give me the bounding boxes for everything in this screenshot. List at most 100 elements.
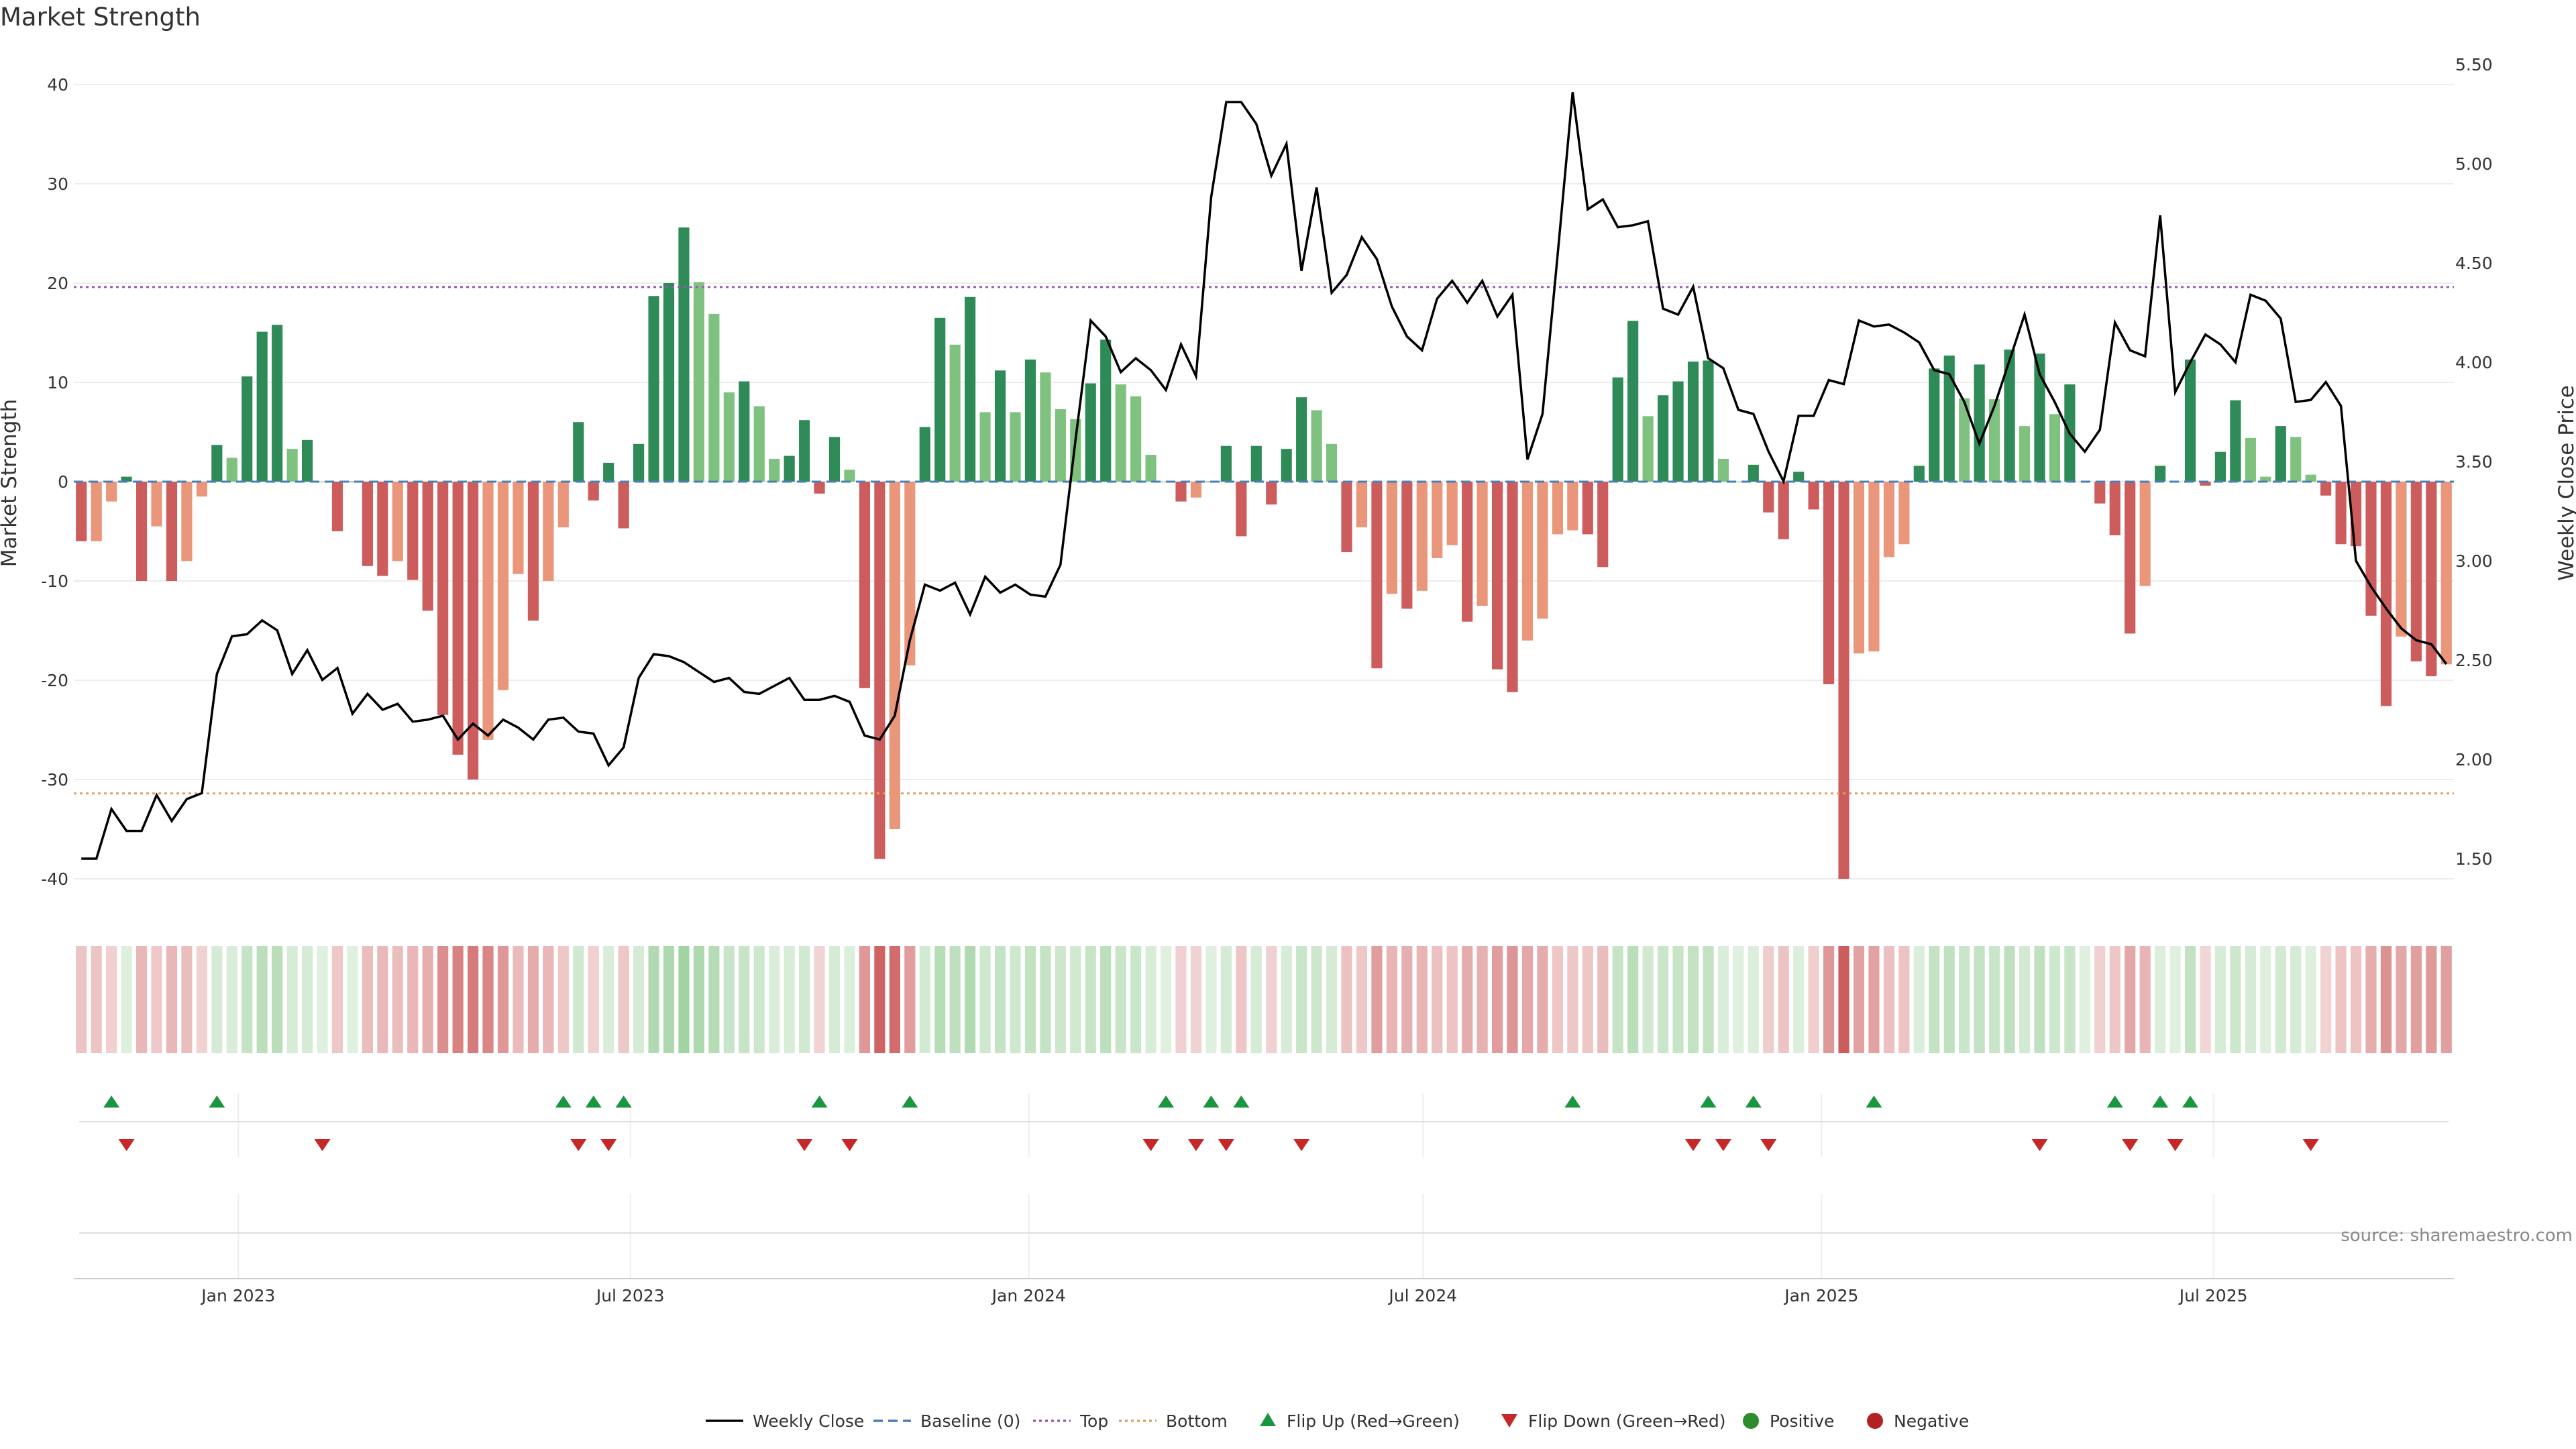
heatmap-cell <box>1356 946 1368 1053</box>
heatmap-cell <box>557 946 569 1053</box>
heatmap-cell <box>482 946 494 1053</box>
strength-bar <box>678 227 690 482</box>
strength-bar <box>527 482 539 621</box>
y-tick-label: 10 <box>47 373 68 392</box>
strength-bar <box>814 482 825 494</box>
strength-bar <box>2260 476 2271 482</box>
heatmap-cell <box>2019 946 2031 1053</box>
strength-bar <box>844 470 855 482</box>
heatmap-cell <box>1296 946 1307 1053</box>
heatmap-cell <box>392 946 403 1053</box>
heatmap-cell <box>1898 946 1910 1053</box>
y2-tick-label: 3.50 <box>2455 452 2493 472</box>
heatmap-cell <box>1446 946 1458 1053</box>
strength-bar <box>1567 482 1578 531</box>
strength-bar <box>362 482 373 566</box>
strength-bar <box>1236 482 1247 537</box>
heatmap-cell <box>1552 946 1563 1053</box>
strength-bar <box>1943 356 1955 482</box>
legend-label: Positive <box>1770 1411 1834 1431</box>
heatmap-cell <box>1959 946 1970 1053</box>
strength-bar <box>2230 400 2241 482</box>
reference-lines <box>74 286 2454 795</box>
strength-bar <box>889 482 900 829</box>
heatmap-cell <box>1612 946 1623 1053</box>
heatmap-cell <box>994 946 1006 1053</box>
flip-down-marker <box>841 1139 858 1151</box>
heatmap-cell <box>2335 946 2347 1053</box>
strength-bar <box>1175 482 1187 502</box>
heatmap-cell <box>2230 946 2241 1053</box>
strength-bar <box>769 458 780 482</box>
heatmap-cell <box>2139 946 2151 1053</box>
weekly-close-line <box>81 92 2448 860</box>
heatmap-cell <box>949 946 961 1053</box>
strength-bar <box>286 449 298 482</box>
heatmap-cell <box>2440 946 2452 1053</box>
strength-bar <box>1672 381 1684 482</box>
heatmap-cell <box>1432 946 1443 1053</box>
strength-bar <box>723 392 735 482</box>
strength-bar <box>422 482 433 611</box>
heatmap-cell <box>1943 946 1955 1053</box>
heatmap-cell <box>1763 946 1774 1053</box>
legend-label: Bottom <box>1166 1411 1228 1431</box>
strength-bar <box>1341 482 1352 553</box>
flip-down-marker <box>1218 1139 1234 1151</box>
strength-bar <box>799 420 810 482</box>
heatmap-cell <box>2125 946 2136 1053</box>
strength-bar <box>1100 339 1112 482</box>
strength-bar <box>2049 414 2061 482</box>
strength-bar <box>603 462 614 482</box>
y-tick-label: 0 <box>58 472 68 492</box>
heatmap-cell <box>1040 946 1051 1053</box>
strength-bar <box>1989 399 2000 482</box>
heatmap-cell <box>1250 946 1262 1053</box>
heatmap-cell <box>1266 946 1277 1053</box>
flip-down-marker <box>1760 1139 1777 1151</box>
heatmap-cell <box>317 946 328 1053</box>
heatmap-cell <box>1597 946 1609 1053</box>
heatmap-cell <box>1748 946 1759 1053</box>
flip-up-marker <box>2152 1095 2169 1108</box>
heatmap-cell <box>769 946 780 1053</box>
heatmap-cell <box>1808 946 1819 1053</box>
grid-lines <box>74 84 2454 1279</box>
strength-bar <box>919 427 930 482</box>
heatmap-cell <box>1070 946 1081 1053</box>
heatmap-cell <box>2320 946 2332 1053</box>
heatmap-cell <box>272 946 283 1053</box>
flip-up-marker <box>902 1095 918 1108</box>
strength-bar <box>1281 449 1292 482</box>
flip-down-marker <box>1715 1139 1731 1151</box>
heatmap-cell <box>2064 946 2076 1053</box>
flip-up-marker <box>103 1095 120 1108</box>
strength-bar <box>2380 482 2392 706</box>
strength-bar <box>1326 443 1338 482</box>
strength-bar <box>513 482 524 574</box>
flip-up-marker <box>2106 1095 2123 1108</box>
y2-axis-label: Weekly Close Price <box>2555 385 2576 581</box>
heatmap-cell <box>331 946 343 1053</box>
heatmap-cell <box>919 946 930 1053</box>
strength-bar <box>1929 368 1940 482</box>
strength-bar <box>1311 410 1322 482</box>
strength-bar <box>106 482 117 502</box>
heatmap-cell <box>753 946 765 1053</box>
strength-bar <box>2275 426 2286 482</box>
heatmap-cell <box>1717 946 1729 1053</box>
heatmap-cell <box>1853 946 1865 1053</box>
strength-bar <box>181 482 193 561</box>
heatmap-cell <box>211 946 223 1053</box>
strength-bar <box>2305 474 2316 482</box>
y-tick-label: 20 <box>47 274 68 293</box>
heatmap-cell <box>347 946 358 1053</box>
heatmap-cell <box>1311 946 1322 1053</box>
strength-bar <box>1010 412 1021 482</box>
y-tick-label: 40 <box>47 75 68 95</box>
heatmap-cell <box>723 946 735 1053</box>
heatmap-cell <box>2365 946 2377 1053</box>
strength-bar <box>2320 482 2332 496</box>
legend-label: Flip Down (Green→Red) <box>1528 1411 1726 1431</box>
strength-bar <box>1356 482 1368 528</box>
